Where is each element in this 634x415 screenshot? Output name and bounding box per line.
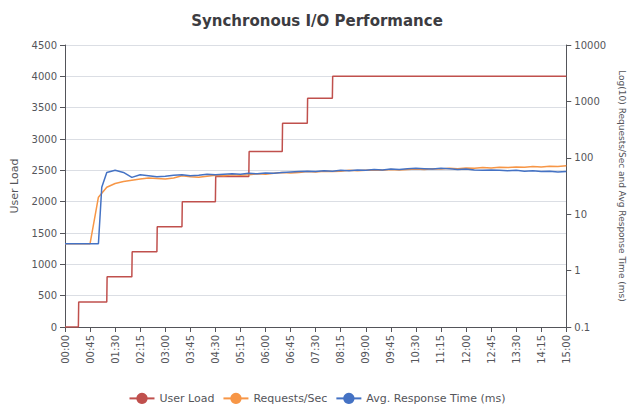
svg-text:01:30: 01:30: [110, 335, 121, 364]
svg-text:Avg. Response Time (ms): Avg. Response Time (ms): [366, 392, 505, 405]
svg-text:08:15: 08:15: [335, 335, 346, 364]
svg-text:05:15: 05:15: [235, 335, 246, 364]
svg-text:09:45: 09:45: [385, 335, 396, 364]
svg-text:10: 10: [574, 209, 587, 220]
svg-text:0.1: 0.1: [574, 322, 590, 333]
svg-text:06:00: 06:00: [260, 335, 271, 364]
svg-text:06:45: 06:45: [285, 335, 296, 364]
svg-text:1000: 1000: [32, 259, 57, 270]
svg-text:4500: 4500: [32, 40, 57, 51]
svg-text:3000: 3000: [32, 134, 57, 145]
svg-text:11:15: 11:15: [435, 335, 446, 364]
svg-text:00:45: 00:45: [85, 335, 96, 364]
svg-text:2000: 2000: [32, 196, 57, 207]
svg-text:03:00: 03:00: [160, 335, 171, 364]
svg-text:1000: 1000: [574, 96, 599, 107]
svg-text:00:00: 00:00: [60, 335, 71, 364]
svg-text:15:00: 15:00: [561, 335, 572, 364]
svg-text:2500: 2500: [32, 165, 57, 176]
svg-text:09:00: 09:00: [360, 335, 371, 364]
svg-text:3500: 3500: [32, 102, 57, 113]
svg-text:Requests/Sec: Requests/Sec: [253, 392, 327, 405]
svg-text:10000: 10000: [574, 40, 606, 51]
svg-text:User Load: User Load: [8, 159, 21, 214]
svg-text:1: 1: [574, 265, 580, 276]
svg-text:User Load: User Load: [159, 392, 214, 405]
svg-text:500: 500: [38, 290, 57, 301]
svg-text:13:30: 13:30: [511, 335, 522, 364]
svg-text:10:30: 10:30: [410, 335, 421, 364]
svg-text:4000: 4000: [32, 71, 57, 82]
svg-text:100: 100: [574, 152, 593, 163]
svg-text:12:45: 12:45: [486, 335, 497, 364]
svg-text:1500: 1500: [32, 228, 57, 239]
svg-text:0: 0: [51, 322, 57, 333]
svg-text:02:15: 02:15: [135, 335, 146, 364]
svg-text:14:15: 14:15: [536, 335, 547, 364]
svg-text:Synchronous I/O Performance: Synchronous I/O Performance: [191, 12, 443, 30]
svg-text:Log(10) Requests/Sec and Avg R: Log(10) Requests/Sec and Avg Response Ti…: [617, 70, 627, 302]
svg-text:04:30: 04:30: [210, 335, 221, 364]
svg-text:12:00: 12:00: [461, 335, 472, 364]
svg-text:03:45: 03:45: [185, 335, 196, 364]
svg-text:07:30: 07:30: [310, 335, 321, 364]
